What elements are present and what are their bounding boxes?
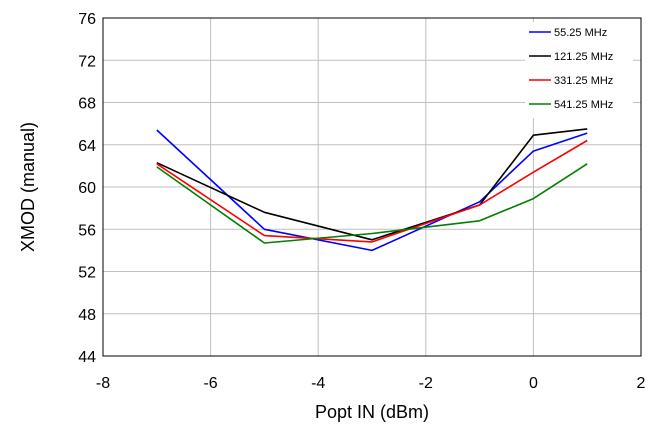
x-tick-labels: -8 -6 -4 -2 0 2 xyxy=(96,375,646,392)
y-tick-label: 52 xyxy=(78,265,96,282)
y-tick-label: 68 xyxy=(78,96,96,113)
x-tick-label: -8 xyxy=(96,375,110,392)
series-line-4 xyxy=(156,163,588,244)
y-tick-label: 76 xyxy=(78,11,96,28)
x-tick-label: -2 xyxy=(419,375,433,392)
series-line-1 xyxy=(156,129,588,252)
y-tick-label: 72 xyxy=(78,53,96,70)
x-tick-label: -6 xyxy=(203,375,217,392)
series-line-2 xyxy=(156,128,588,241)
x-tick-label: 0 xyxy=(529,375,538,392)
legend-label: 121.25 MHz xyxy=(554,51,613,63)
y-tick-label: 48 xyxy=(78,307,96,324)
y-tick-label: 56 xyxy=(78,222,96,239)
legend-label: 541.25 MHz xyxy=(554,99,613,111)
y-axis-title: XMOD (manual) xyxy=(18,122,38,252)
legend-label: 331.25 MHz xyxy=(554,75,613,87)
x-tick-label: -4 xyxy=(311,375,325,392)
plot-area xyxy=(102,17,642,357)
x-axis-title: Popt IN (dBm) xyxy=(315,402,429,422)
legend: 55.25 MHz 121.25 MHz 331.25 MHz 541.25 MHz xyxy=(525,22,633,118)
y-tick-label: 44 xyxy=(78,349,96,366)
y-tick-labels: 44 48 52 56 60 64 68 72 76 xyxy=(78,11,96,366)
x-tick-label: 2 xyxy=(637,375,646,392)
series-line-3 xyxy=(156,139,588,243)
legend-box xyxy=(525,22,633,118)
y-tick-label: 60 xyxy=(78,180,96,197)
y-tick-label: 64 xyxy=(78,138,96,155)
series-lines xyxy=(156,128,588,252)
legend-label: 55.25 MHz xyxy=(554,27,607,39)
